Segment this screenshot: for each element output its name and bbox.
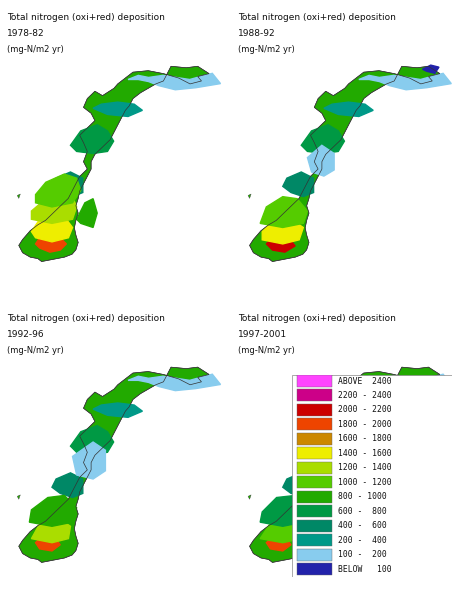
- Polygon shape: [52, 172, 83, 196]
- Polygon shape: [266, 234, 295, 252]
- Bar: [297, 375, 332, 387]
- Bar: [297, 519, 332, 532]
- Text: 600 -  800: 600 - 800: [339, 507, 387, 516]
- Polygon shape: [29, 495, 77, 526]
- Polygon shape: [260, 196, 308, 227]
- Text: 1988-92: 1988-92: [238, 29, 276, 38]
- Polygon shape: [77, 199, 97, 227]
- Bar: [297, 549, 332, 561]
- Text: 1800 - 2000: 1800 - 2000: [339, 420, 392, 429]
- Text: BELOW   100: BELOW 100: [339, 565, 392, 573]
- Polygon shape: [35, 236, 66, 252]
- Text: 400 -  600: 400 - 600: [339, 521, 387, 530]
- Text: (mg-N/m2 yr): (mg-N/m2 yr): [7, 45, 64, 54]
- Bar: [297, 505, 332, 517]
- Text: 2000 - 2200: 2000 - 2200: [339, 405, 392, 414]
- Text: Total nitrogen (oxi+red) deposition: Total nitrogen (oxi+red) deposition: [7, 13, 165, 22]
- Polygon shape: [19, 367, 209, 562]
- Text: (mg-N/m2 yr): (mg-N/m2 yr): [238, 45, 294, 54]
- Text: 200 -  400: 200 - 400: [339, 536, 387, 545]
- Text: 1978-82: 1978-82: [7, 29, 45, 38]
- Text: 1997-2001: 1997-2001: [238, 330, 287, 339]
- Polygon shape: [283, 473, 314, 497]
- Polygon shape: [19, 66, 209, 262]
- Text: 2200 - 2400: 2200 - 2400: [339, 391, 392, 400]
- Text: 1000 - 1200: 1000 - 1200: [339, 478, 392, 487]
- Polygon shape: [324, 403, 373, 418]
- Text: 1200 - 1400: 1200 - 1400: [339, 464, 392, 472]
- Text: Total nitrogen (oxi+red) deposition: Total nitrogen (oxi+red) deposition: [7, 314, 165, 323]
- Text: ABOVE  2400: ABOVE 2400: [339, 376, 392, 386]
- Polygon shape: [73, 442, 106, 479]
- Text: 800 - 1000: 800 - 1000: [339, 492, 387, 502]
- Text: Total nitrogen (oxi+red) deposition: Total nitrogen (oxi+red) deposition: [238, 13, 396, 22]
- Polygon shape: [93, 102, 142, 117]
- Polygon shape: [260, 516, 303, 543]
- Polygon shape: [308, 146, 334, 176]
- Polygon shape: [32, 193, 77, 223]
- Bar: [297, 389, 332, 402]
- Text: 1400 - 1600: 1400 - 1600: [339, 449, 392, 458]
- Polygon shape: [283, 172, 314, 196]
- Polygon shape: [93, 403, 142, 418]
- Polygon shape: [301, 125, 344, 154]
- Polygon shape: [52, 473, 83, 497]
- Polygon shape: [324, 102, 373, 117]
- Polygon shape: [359, 73, 451, 90]
- Text: Total nitrogen (oxi+red) deposition: Total nitrogen (oxi+red) deposition: [238, 314, 396, 323]
- Bar: [297, 462, 332, 473]
- Polygon shape: [32, 518, 71, 543]
- Polygon shape: [32, 215, 73, 242]
- Bar: [297, 404, 332, 416]
- Polygon shape: [266, 535, 291, 551]
- Polygon shape: [248, 495, 251, 499]
- Text: (mg-N/m2 yr): (mg-N/m2 yr): [7, 346, 64, 355]
- Text: 100 -  200: 100 - 200: [339, 550, 387, 559]
- Polygon shape: [301, 426, 344, 454]
- Bar: [297, 491, 332, 503]
- Polygon shape: [35, 535, 60, 551]
- Bar: [297, 433, 332, 445]
- Text: 1600 - 1800: 1600 - 1800: [339, 435, 392, 443]
- Polygon shape: [248, 194, 251, 198]
- Bar: [297, 534, 332, 546]
- Text: (mg-N/m2 yr): (mg-N/m2 yr): [238, 346, 294, 355]
- Polygon shape: [71, 426, 114, 454]
- Polygon shape: [250, 66, 440, 262]
- Polygon shape: [128, 374, 220, 391]
- Polygon shape: [303, 442, 336, 479]
- Bar: [297, 418, 332, 430]
- Polygon shape: [71, 125, 114, 154]
- Bar: [297, 448, 332, 459]
- Polygon shape: [260, 495, 308, 526]
- Polygon shape: [128, 73, 220, 90]
- Bar: [297, 476, 332, 488]
- Polygon shape: [262, 219, 303, 244]
- Polygon shape: [17, 495, 20, 499]
- Text: 1992-96: 1992-96: [7, 330, 45, 339]
- Polygon shape: [250, 367, 440, 562]
- Polygon shape: [422, 65, 439, 73]
- Bar: [297, 563, 332, 575]
- Polygon shape: [359, 374, 451, 391]
- Polygon shape: [35, 174, 81, 207]
- Polygon shape: [17, 194, 20, 198]
